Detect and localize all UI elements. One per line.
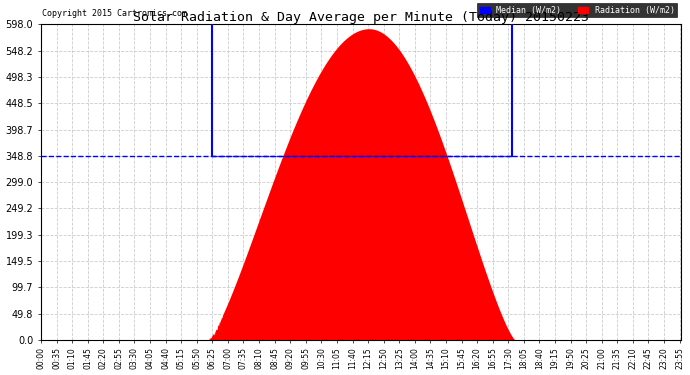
Legend: Median (W/m2), Radiation (W/m2): Median (W/m2), Radiation (W/m2) bbox=[477, 3, 678, 17]
Title: Solar Radiation & Day Average per Minute (Today) 20150223: Solar Radiation & Day Average per Minute… bbox=[133, 12, 589, 24]
Text: Copyright 2015 Cartronics.com: Copyright 2015 Cartronics.com bbox=[42, 9, 187, 18]
